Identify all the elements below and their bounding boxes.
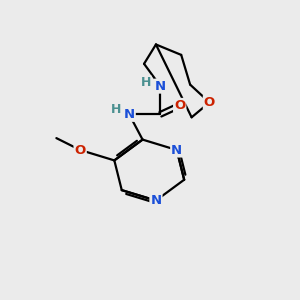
Text: O: O	[204, 96, 215, 109]
Text: H: H	[141, 76, 151, 89]
Text: N: N	[171, 143, 182, 157]
Text: O: O	[174, 99, 185, 112]
Text: N: N	[155, 80, 166, 93]
Text: O: O	[74, 143, 86, 157]
Text: H: H	[111, 103, 121, 116]
Text: N: N	[124, 108, 135, 121]
Text: N: N	[150, 194, 161, 207]
